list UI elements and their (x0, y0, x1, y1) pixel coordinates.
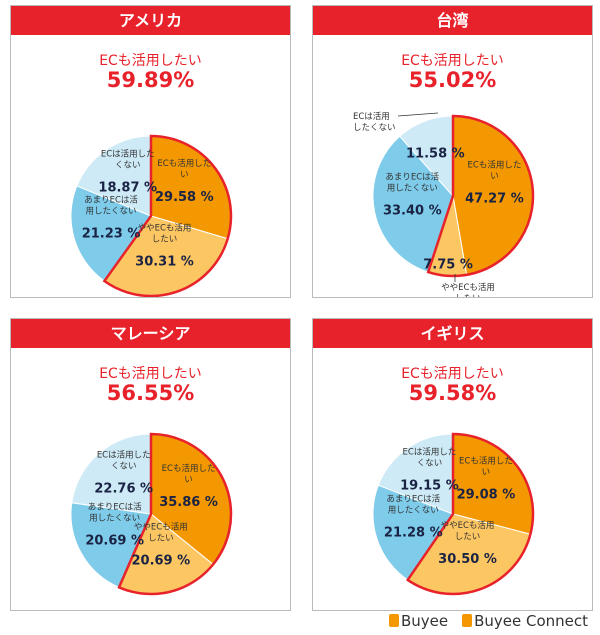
panel-subtitle: ECも活用したい (99, 366, 202, 382)
slice-category-label: ややECも活用 (134, 521, 188, 532)
slice-category-label: したくない (353, 123, 396, 133)
slice-value: 29.08 % (457, 488, 516, 503)
pie-slice (377, 433, 454, 515)
highlight-outline (102, 134, 233, 297)
pie-slice (76, 135, 152, 217)
slice-value: 29.58 % (155, 190, 214, 205)
panel-title: アメリカ (11, 6, 290, 35)
slice-category-label: 用したくない (89, 513, 140, 523)
slice-value: 30.50 % (438, 552, 497, 567)
slice-category-label: ECは活用 (353, 111, 390, 122)
slice-category-label: ECは活用した (97, 450, 151, 461)
highlight-outline (426, 114, 535, 278)
slice-category-label: ECも活用した (459, 456, 513, 467)
slice-category-label: したい (455, 294, 481, 297)
slice-category-label: 用したくない (387, 184, 438, 194)
slice-category-label: 用したくない (388, 505, 439, 515)
slice-category-label: い (490, 171, 499, 181)
slice-category-label: あまりECは活 (84, 195, 138, 206)
slice-label: 35.86 % ECも活用したい (159, 463, 218, 510)
panel-headline: 59.58% (408, 381, 497, 405)
panel-title: 台湾 (313, 6, 592, 35)
slice-category-label: ECは活用した (101, 148, 155, 159)
pie-slice (372, 135, 454, 273)
slice-value: 21.28 % (384, 525, 443, 540)
slice-category-label: くない (115, 160, 141, 170)
buyee-logo: Buyee (388, 612, 448, 630)
slice-category-label: ECも活用した (157, 158, 211, 169)
slice-category-label: したい (455, 532, 481, 542)
slice-category-label: ややECも活用 (441, 282, 495, 293)
slice-label: 29.58 % ECも活用したい (155, 158, 214, 205)
panel-taiwan: 台湾 ECも活用したい 55.02% 47.27 % ECも活用したい 7.75 %… (312, 5, 593, 298)
panel-subtitle: ECも活用したい (401, 366, 504, 382)
slice-category-label: したい (152, 234, 178, 244)
highlight-outline (405, 432, 535, 596)
panel-malaysia: マレーシア ECも活用したい 56.55% 35.86 % ECも活用したい 20.… (10, 318, 291, 611)
slice-category-label: ECは活用した (403, 447, 457, 458)
pie-slice (70, 502, 152, 588)
slice-value: 33.40 % (383, 204, 442, 219)
slice-value: 47.27 % (465, 191, 524, 206)
slice-category-label: したい (148, 533, 174, 543)
slice-category-label: い (180, 170, 189, 180)
slice-category-label: あまりECは活 (88, 501, 142, 512)
panel-headline: 56.55% (106, 381, 195, 405)
slice-value: 11.58 % (406, 147, 465, 162)
slice-category-label: ECも活用した (468, 159, 522, 170)
slice-label: 47.27 % ECも活用したい (465, 159, 524, 206)
slice-value: 30.31 % (135, 254, 194, 269)
slice-category-label: ややECも活用 (138, 222, 192, 233)
slice-category-label: くない (111, 462, 137, 472)
slice-value: 21.23 % (82, 227, 141, 242)
slice-value: 22.76 % (94, 482, 153, 497)
panel-uk: イギリス ECも活用したい 59.58% 29.08 % ECも活用したい 30.5… (312, 318, 593, 611)
slice-category-label: あまりECは活 (385, 172, 439, 183)
slice-value: 18.87 % (98, 180, 157, 195)
highlight-outline (117, 432, 233, 596)
slice-label: 29.08 % ECも活用したい (457, 456, 516, 503)
slice-value: 20.69 % (85, 533, 144, 548)
slice-category-label: くない (417, 459, 443, 469)
slice-value: 7.75 % (423, 258, 473, 273)
panel-subtitle: ECも活用したい (99, 53, 202, 69)
slice-value: 20.69 % (131, 553, 190, 568)
panel-subtitle: ECも活用したい (401, 53, 504, 69)
slice-category-label: 用したくない (86, 207, 137, 217)
slice-category-label: い (184, 475, 193, 485)
panel-usa: アメリカ ECも活用したい 59.89% 29.58 % ECも活用したい 30.3… (10, 5, 291, 298)
panel-title: マレーシア (11, 319, 290, 348)
slice-category-label: ECも活用した (162, 463, 216, 474)
panel-title: イギリス (313, 319, 592, 348)
slice-category-label: あまりECは活 (386, 493, 440, 504)
footer-logos: Buyee Buyee Connect (388, 612, 588, 630)
panel-headline: 55.02% (408, 68, 497, 92)
pie-slice (71, 433, 152, 515)
slice-value: 35.86 % (159, 495, 218, 510)
slice-value: 19.15 % (400, 479, 459, 494)
slice-category-label: い (482, 468, 491, 478)
slice-category-label: ややECも活用 (441, 520, 495, 531)
pie-slice (70, 185, 152, 282)
panel-headline: 59.89% (106, 68, 195, 92)
buyee-connect-logo: Buyee Connect (462, 612, 588, 630)
leader-line (397, 112, 439, 117)
pie-slice (372, 484, 454, 581)
